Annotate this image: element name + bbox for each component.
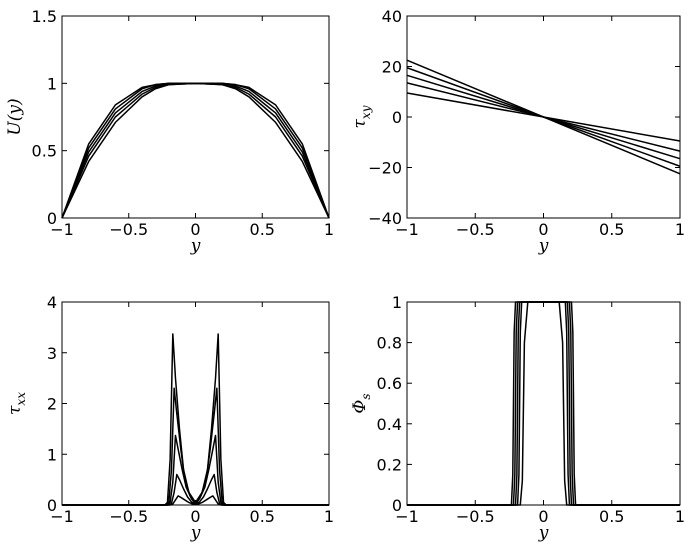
x-tick-label: 1 bbox=[324, 507, 334, 526]
x-tick-label: 0 bbox=[538, 220, 548, 239]
series-line-4 bbox=[61, 82, 330, 219]
x-tick-label: 0.5 bbox=[250, 507, 275, 526]
series-line-5 bbox=[407, 301, 680, 506]
x-axis-label: y bbox=[190, 523, 201, 543]
y-tick-label: 1 bbox=[392, 293, 402, 312]
y-tick-label: 3 bbox=[47, 344, 57, 363]
y-tick-label: 0 bbox=[47, 496, 57, 515]
y-tick-label: −40 bbox=[368, 209, 402, 228]
y-tick-label: 0.5 bbox=[32, 142, 57, 161]
x-tick-label: −0.5 bbox=[456, 220, 495, 239]
y-tick-label: 40 bbox=[382, 7, 402, 26]
x-axis-label: y bbox=[538, 236, 549, 256]
x-tick-label: 1 bbox=[324, 220, 334, 239]
x-tick-label: −1 bbox=[50, 507, 74, 526]
y-tick-label: 1.5 bbox=[32, 7, 57, 26]
x-tick-label: 0 bbox=[190, 220, 200, 239]
x-axis-label: y bbox=[538, 523, 549, 543]
y-tick-label: 1 bbox=[47, 445, 57, 464]
plot-frame bbox=[61, 301, 330, 506]
series-line-2 bbox=[62, 387, 329, 506]
series-line-1 bbox=[61, 82, 330, 219]
y-tick-label: 20 bbox=[382, 58, 402, 77]
y-tick-label: 0 bbox=[392, 108, 402, 127]
series-line-3 bbox=[407, 301, 680, 506]
y-axis-label: τxy bbox=[350, 105, 373, 128]
y-tick-label: 2 bbox=[47, 395, 57, 414]
chart-panel-2: −1 −0.5 0 0.5 1 −40 −20 0 20 40 y τxy bbox=[350, 7, 685, 256]
x-tick-label: −1 bbox=[50, 220, 74, 239]
x-tick-label: −0.5 bbox=[109, 507, 148, 526]
y-tick-label: 0.6 bbox=[377, 374, 402, 393]
x-tick-label: 0.5 bbox=[250, 220, 275, 239]
plot-frame bbox=[61, 15, 330, 219]
x-tick-label: 0.5 bbox=[599, 507, 624, 526]
series-line-1 bbox=[407, 301, 680, 506]
series-line-5 bbox=[61, 82, 330, 219]
series-line-5 bbox=[406, 92, 681, 142]
y-tick-label: 0.4 bbox=[377, 415, 402, 434]
y-axis-label: U(y) bbox=[5, 98, 25, 135]
x-tick-label: 1 bbox=[675, 507, 685, 526]
series-line-1 bbox=[62, 333, 329, 506]
series-line-4 bbox=[407, 301, 680, 506]
series-line-3 bbox=[61, 82, 330, 219]
chart-panel-3: −1 −0.5 0 0.5 1 0 1 2 3 4 y τxx bbox=[5, 293, 334, 543]
x-tick-label: 0 bbox=[190, 507, 200, 526]
x-tick-label: 0 bbox=[538, 507, 548, 526]
x-tick-label: 1 bbox=[675, 220, 685, 239]
y-axis-label: Φs bbox=[350, 393, 373, 413]
chart-panel-1: −1 −0.5 0 0.5 1 0 0.5 1 1.5 y U(y) bbox=[5, 7, 334, 256]
y-tick-label: 0.2 bbox=[377, 455, 402, 474]
y-tick-label: 0.8 bbox=[377, 334, 402, 353]
y-tick-label: 1 bbox=[47, 74, 57, 93]
x-tick-label: 0.5 bbox=[599, 220, 624, 239]
x-tick-label: −0.5 bbox=[109, 220, 148, 239]
plot-frame bbox=[406, 301, 681, 506]
x-tick-label: −1 bbox=[395, 507, 419, 526]
series-line-3 bbox=[62, 434, 329, 506]
x-tick-label: −0.5 bbox=[456, 507, 495, 526]
chart-panel-4: −1 −0.5 0 0.5 1 0 0.2 0.4 0.6 0.8 1 y Φs bbox=[350, 293, 685, 543]
x-tick-label: −1 bbox=[395, 220, 419, 239]
series-line-2 bbox=[61, 82, 330, 219]
y-tick-label: 4 bbox=[47, 293, 57, 312]
y-tick-label: −20 bbox=[368, 159, 402, 178]
y-axis-label: τxx bbox=[5, 392, 28, 415]
y-tick-label: 0 bbox=[47, 209, 57, 228]
series-line-2 bbox=[407, 301, 680, 506]
y-tick-label: 0 bbox=[392, 496, 402, 515]
x-axis-label: y bbox=[190, 236, 201, 256]
